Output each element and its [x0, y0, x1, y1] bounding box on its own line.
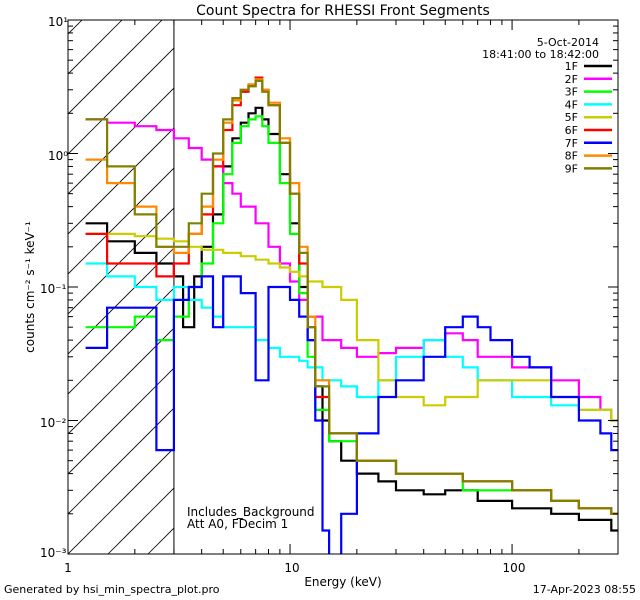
y-tick-label-1e-2: 10⁻² [40, 416, 67, 430]
hatch-line [68, 167, 174, 275]
hatch-line [68, 20, 163, 115]
annotation-background: Includes_Background [187, 505, 315, 519]
legend-label-7F: 7F [565, 137, 578, 150]
legend-label-5F: 5F [565, 111, 578, 124]
axis-ticks [67, 19, 619, 555]
hatch-line [68, 247, 174, 355]
hatch-line [68, 20, 123, 75]
chart-title: Count Spectra for RHESSI Front Segments [196, 3, 490, 19]
y-tick-label-1e-1: 10⁻¹ [40, 282, 67, 296]
series-line-7F [85, 275, 618, 554]
y-axis-label: counts cm⁻² s⁻¹ keV⁻¹ [23, 221, 37, 353]
legend-label-3F: 3F [565, 86, 578, 99]
hatch-line [68, 207, 174, 315]
legend-label-1F: 1F [565, 60, 578, 73]
y-tick-label-1e-3: 10⁻³ [40, 546, 67, 560]
x-tick-label-1: 1 [64, 561, 72, 575]
date-label: 5-Oct-2014 [537, 36, 599, 49]
footer-timestamp: 17-Apr-2023 08:55 [533, 583, 636, 596]
series-line-9F [85, 79, 618, 515]
y-tick-label-1e1: 10¹ [48, 15, 68, 29]
series-line-2F [85, 118, 618, 422]
legend-label-8F: 8F [565, 150, 578, 163]
hatch-line [68, 407, 174, 515]
x-tick-label-10: 10 [284, 561, 299, 575]
footer-generated-by: Generated by hsi_min_spectra_plot.pro [4, 583, 220, 596]
x-axis-label: Energy (keV) [304, 575, 381, 589]
legend-label-9F: 9F [565, 162, 578, 175]
hatch-line [68, 367, 174, 475]
time-range-label: 18:41:00 to 18:42:00 [482, 48, 599, 61]
series-layer [85, 76, 618, 554]
legend-label-4F: 4F [565, 98, 578, 111]
legend-label-6F: 6F [565, 124, 578, 137]
hatch-line [68, 47, 174, 155]
annotation-attenuator: Att A0, FDecim 1 [187, 517, 288, 531]
x-tick-label-100: 100 [503, 561, 526, 575]
legend-label-2F: 2F [565, 73, 578, 86]
hatch-line [68, 447, 174, 554]
y-tick-label-1e0: 10⁰ [48, 149, 68, 163]
